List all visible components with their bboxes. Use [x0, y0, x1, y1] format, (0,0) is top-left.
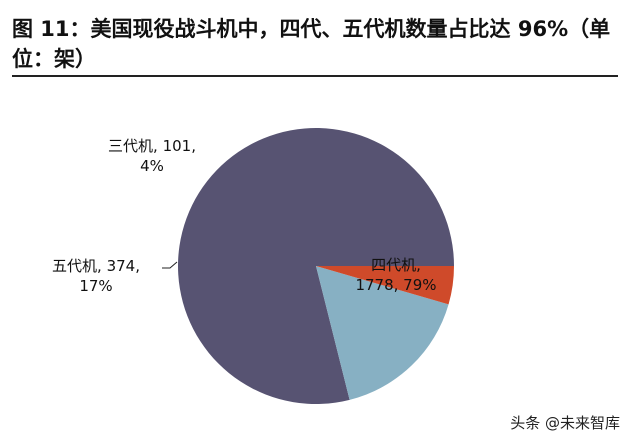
- leader-line-fifth-gen: [162, 261, 178, 269]
- pie-slice-fifth-gen: [316, 266, 449, 400]
- pie-slice-fourth-gen: [178, 127, 454, 404]
- label-fourth-gen: 四代机, 1778, 79%: [355, 256, 436, 294]
- figure-title: 图 11：美国现役战斗机中，四代、五代机数量占比达 96%（单位：架）: [12, 17, 611, 71]
- label-fifth-gen: 五代机, 374, 17%: [52, 257, 140, 295]
- label-third-gen: 三代机, 101, 4%: [108, 137, 196, 175]
- watermark: 头条 @未来智库: [510, 414, 620, 432]
- pie-slice-third-gen: [316, 266, 454, 305]
- title-divider: [12, 75, 618, 77]
